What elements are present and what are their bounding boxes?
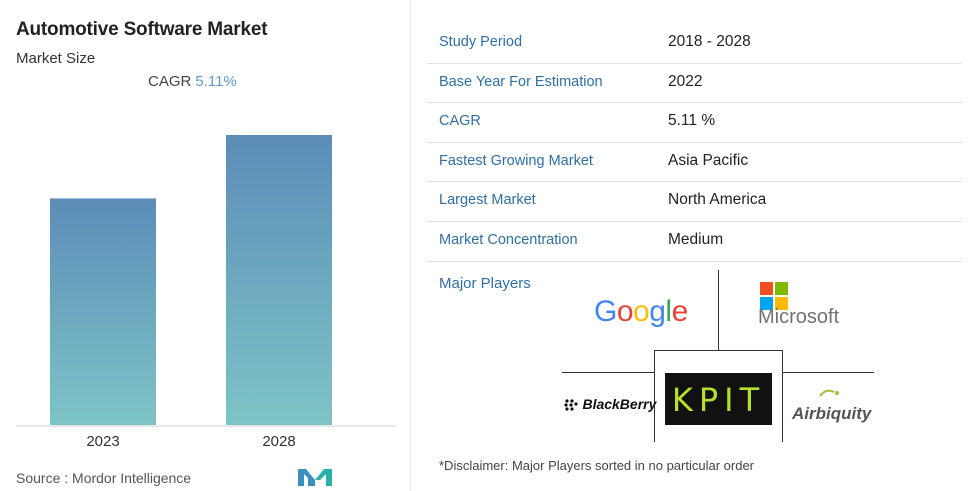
bar-2023 [50,198,156,425]
row-key: Market Concentration [439,231,578,248]
cagr-summary: CAGR 5.11% [148,73,237,90]
row-key: Fastest Growing Market [439,152,593,169]
row-key: Base Year For Estimation [439,73,603,90]
row-value: 2022 [668,72,703,90]
chart-subtitle: Market Size [16,50,96,67]
row-value: Asia Pacific [668,151,749,169]
microsoft-wordmark: Microsoft [758,306,840,328]
row-value: 5.11 % [668,112,716,130]
panel-divider [410,0,411,491]
blackberry-dots-icon [564,399,578,411]
bar-2028 [226,135,332,425]
players-grid-line [718,270,719,350]
cagr-label: CAGR [148,73,192,90]
google-logo: Google [594,295,688,329]
source-note: Source : Mordor Intelligence [16,470,192,486]
blackberry-wordmark: BlackBerry [582,396,657,412]
mordor-logo-icon [298,469,332,486]
cagr-value: 5.11% [195,73,237,90]
players-grid-line [782,350,783,442]
google-wordmark: Google [594,295,688,328]
airbiquity-wordmark: Airbiquity [792,404,872,423]
airbiquity-swoosh-icon [819,389,839,397]
table-row: Fastest Growing Market Asia Pacific [426,143,962,183]
row-key: Study Period [439,34,523,50]
players-grid-line [562,372,654,373]
chart-title: Automotive Software Market [16,19,268,40]
players-grid-line [782,372,874,373]
row-value: North America [668,191,767,209]
table-row: Largest Market North America [426,182,962,222]
table-row: Study Period 2018 - 2028 [426,24,962,64]
row-value: Medium [668,230,724,248]
table-row: Base Year For Estimation 2022 [426,64,962,104]
microsoft-windows-icon [760,282,788,310]
bar-chart: 2023 2028 [16,135,396,450]
x-tick-label: 2023 [86,433,119,450]
table-row: Market Concentration Medium [426,222,962,262]
x-tick-label: 2028 [262,433,295,450]
row-value: 2018 - 2028 [668,33,751,50]
kpit-wordmark: KPIT [671,381,766,419]
blackberry-logo: BlackBerry [564,396,656,414]
players-grid-line [654,350,655,442]
kpit-logo: KPIT [665,373,772,425]
players-grid-line [654,350,783,351]
disclaimer-note: *Disclaimer: Major Players sorted in no … [439,458,755,473]
market-snapshot-table: Study Period 2018 - 2028 Base Year For E… [426,24,962,262]
table-row: CAGR 5.11 % [426,103,962,143]
row-key: Largest Market [439,192,536,209]
market-size-panel: Automotive Software Market Market Size C… [0,0,410,491]
major-players-label: Major Players [439,275,531,292]
row-key: CAGR [439,113,481,130]
